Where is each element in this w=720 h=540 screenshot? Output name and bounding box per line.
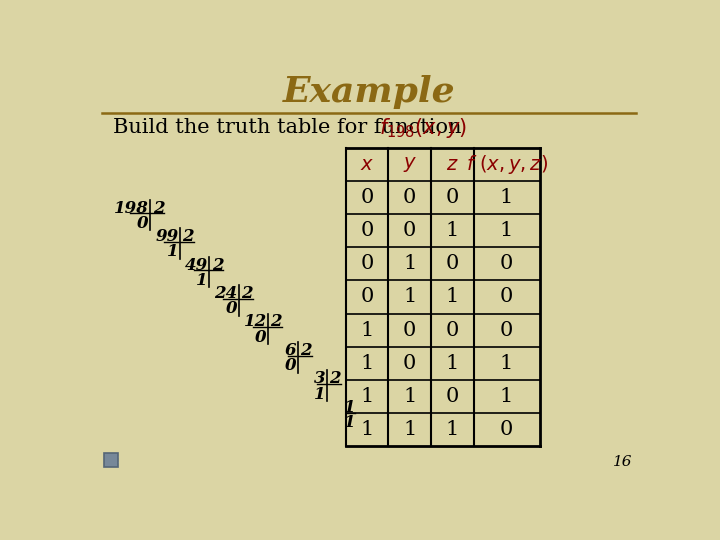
- Text: Example: Example: [283, 75, 455, 109]
- Text: 0: 0: [361, 287, 374, 307]
- Text: 0: 0: [500, 254, 513, 273]
- Bar: [104, 453, 118, 467]
- Text: 0: 0: [361, 188, 374, 207]
- Text: 0: 0: [403, 221, 416, 240]
- Bar: [346, 148, 539, 446]
- Text: $x$: $x$: [360, 156, 374, 173]
- Text: 49: 49: [184, 256, 208, 273]
- Text: $f_{198}(x,y)$: $f_{198}(x,y)$: [379, 116, 467, 140]
- Text: 1: 1: [403, 420, 416, 439]
- Text: 1: 1: [361, 387, 374, 406]
- Text: 1: 1: [446, 287, 459, 307]
- Text: 0: 0: [138, 215, 149, 232]
- Text: 2: 2: [330, 370, 341, 388]
- Text: $z$: $z$: [446, 156, 459, 173]
- Text: 1: 1: [167, 244, 179, 260]
- Text: 0: 0: [255, 329, 266, 346]
- Text: 0: 0: [446, 387, 459, 406]
- Text: 1: 1: [361, 321, 374, 340]
- Text: 1: 1: [361, 420, 374, 439]
- Text: 12: 12: [243, 314, 266, 330]
- Text: 6: 6: [284, 342, 296, 359]
- Text: 1: 1: [446, 354, 459, 373]
- Text: 99: 99: [155, 228, 179, 245]
- Text: 1: 1: [500, 387, 513, 406]
- Text: 24: 24: [214, 285, 238, 302]
- Text: 0: 0: [446, 254, 459, 273]
- Text: 0: 0: [225, 300, 238, 318]
- Text: 1: 1: [314, 386, 325, 403]
- Text: 1: 1: [500, 221, 513, 240]
- Text: 1: 1: [403, 387, 416, 406]
- Text: 0: 0: [500, 287, 513, 307]
- Text: Build the truth table for function: Build the truth table for function: [113, 118, 469, 138]
- Text: 3: 3: [314, 370, 325, 388]
- Text: 1: 1: [500, 354, 513, 373]
- Text: 1: 1: [361, 354, 374, 373]
- Text: 198: 198: [114, 199, 149, 217]
- Text: 0: 0: [361, 254, 374, 273]
- Text: 0: 0: [500, 321, 513, 340]
- Text: 2: 2: [241, 285, 253, 302]
- Text: 1: 1: [403, 287, 416, 307]
- Text: 0: 0: [284, 357, 296, 374]
- Text: 16: 16: [613, 455, 632, 469]
- Text: 2: 2: [182, 228, 194, 245]
- Text: 0: 0: [446, 321, 459, 340]
- Text: 0: 0: [403, 188, 416, 207]
- Text: 2: 2: [153, 199, 164, 217]
- Text: 1: 1: [500, 188, 513, 207]
- Text: 0: 0: [361, 221, 374, 240]
- Text: 0: 0: [446, 188, 459, 207]
- Text: 0: 0: [500, 420, 513, 439]
- Text: 1: 1: [343, 414, 355, 431]
- Text: 1: 1: [446, 420, 459, 439]
- Text: $y$: $y$: [402, 155, 417, 174]
- Text: 2: 2: [271, 314, 282, 330]
- Text: 1: 1: [343, 399, 355, 416]
- Text: 2: 2: [212, 256, 223, 273]
- Text: 1: 1: [446, 221, 459, 240]
- Text: 2: 2: [300, 342, 312, 359]
- Text: 1: 1: [403, 254, 416, 273]
- Text: $f\ (x,y,z)$: $f\ (x,y,z)$: [466, 153, 548, 176]
- Text: 0: 0: [403, 321, 416, 340]
- Text: 0: 0: [403, 354, 416, 373]
- Text: 1: 1: [196, 272, 208, 289]
